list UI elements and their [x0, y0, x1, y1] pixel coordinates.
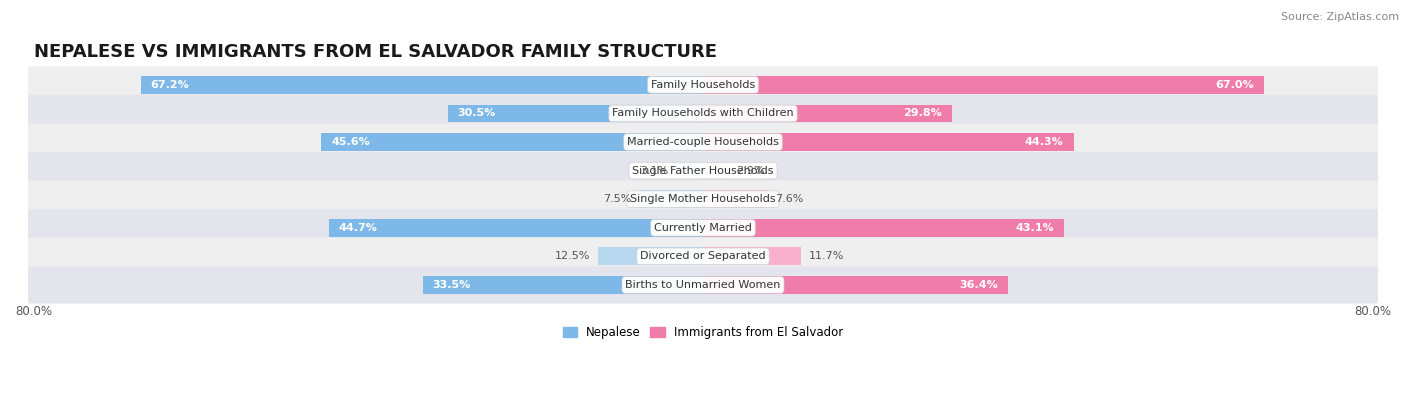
Bar	[703, 219, 1064, 237]
Text: NEPALESE VS IMMIGRANTS FROM EL SALVADOR FAMILY STRUCTURE: NEPALESE VS IMMIGRANTS FROM EL SALVADOR …	[34, 43, 717, 61]
Text: 12.5%: 12.5%	[554, 251, 591, 261]
Text: 2.9%: 2.9%	[735, 166, 763, 176]
FancyBboxPatch shape	[28, 66, 1378, 103]
Text: 7.6%: 7.6%	[775, 194, 803, 204]
Bar	[703, 76, 1264, 94]
Text: 45.6%: 45.6%	[332, 137, 370, 147]
Bar	[322, 133, 703, 151]
Text: 33.5%: 33.5%	[433, 280, 471, 290]
Bar	[423, 276, 703, 294]
FancyBboxPatch shape	[28, 123, 1378, 161]
Legend: Nepalese, Immigrants from El Salvador: Nepalese, Immigrants from El Salvador	[558, 321, 848, 344]
Bar	[678, 162, 703, 179]
FancyBboxPatch shape	[28, 238, 1378, 275]
Text: 30.5%: 30.5%	[458, 108, 496, 118]
Text: Married-couple Households: Married-couple Households	[627, 137, 779, 147]
Text: 67.0%: 67.0%	[1215, 80, 1254, 90]
FancyBboxPatch shape	[28, 152, 1378, 189]
Bar	[599, 248, 703, 265]
Text: Single Father Households: Single Father Households	[633, 166, 773, 176]
Text: Currently Married: Currently Married	[654, 223, 752, 233]
Bar	[329, 219, 703, 237]
Text: 3.1%: 3.1%	[641, 166, 669, 176]
Bar	[640, 190, 703, 208]
Bar	[703, 190, 766, 208]
FancyBboxPatch shape	[28, 266, 1378, 303]
FancyBboxPatch shape	[28, 209, 1378, 246]
Bar	[703, 133, 1074, 151]
Text: 44.7%: 44.7%	[339, 223, 378, 233]
Text: 36.4%: 36.4%	[959, 280, 998, 290]
Text: 11.7%: 11.7%	[810, 251, 845, 261]
FancyBboxPatch shape	[28, 181, 1378, 218]
Bar	[703, 276, 1008, 294]
Text: 29.8%: 29.8%	[904, 108, 942, 118]
Bar	[703, 248, 801, 265]
Text: Family Households with Children: Family Households with Children	[612, 108, 794, 118]
Bar	[141, 76, 703, 94]
Bar	[703, 162, 727, 179]
Text: Family Households: Family Households	[651, 80, 755, 90]
Text: Births to Unmarried Women: Births to Unmarried Women	[626, 280, 780, 290]
Text: Single Mother Households: Single Mother Households	[630, 194, 776, 204]
Text: 43.1%: 43.1%	[1015, 223, 1053, 233]
Text: Divorced or Separated: Divorced or Separated	[640, 251, 766, 261]
Text: 67.2%: 67.2%	[150, 80, 190, 90]
Bar	[703, 105, 952, 122]
FancyBboxPatch shape	[28, 95, 1378, 132]
Bar	[447, 105, 703, 122]
Text: Source: ZipAtlas.com: Source: ZipAtlas.com	[1281, 12, 1399, 22]
Text: 44.3%: 44.3%	[1025, 137, 1064, 147]
Text: 7.5%: 7.5%	[603, 194, 631, 204]
